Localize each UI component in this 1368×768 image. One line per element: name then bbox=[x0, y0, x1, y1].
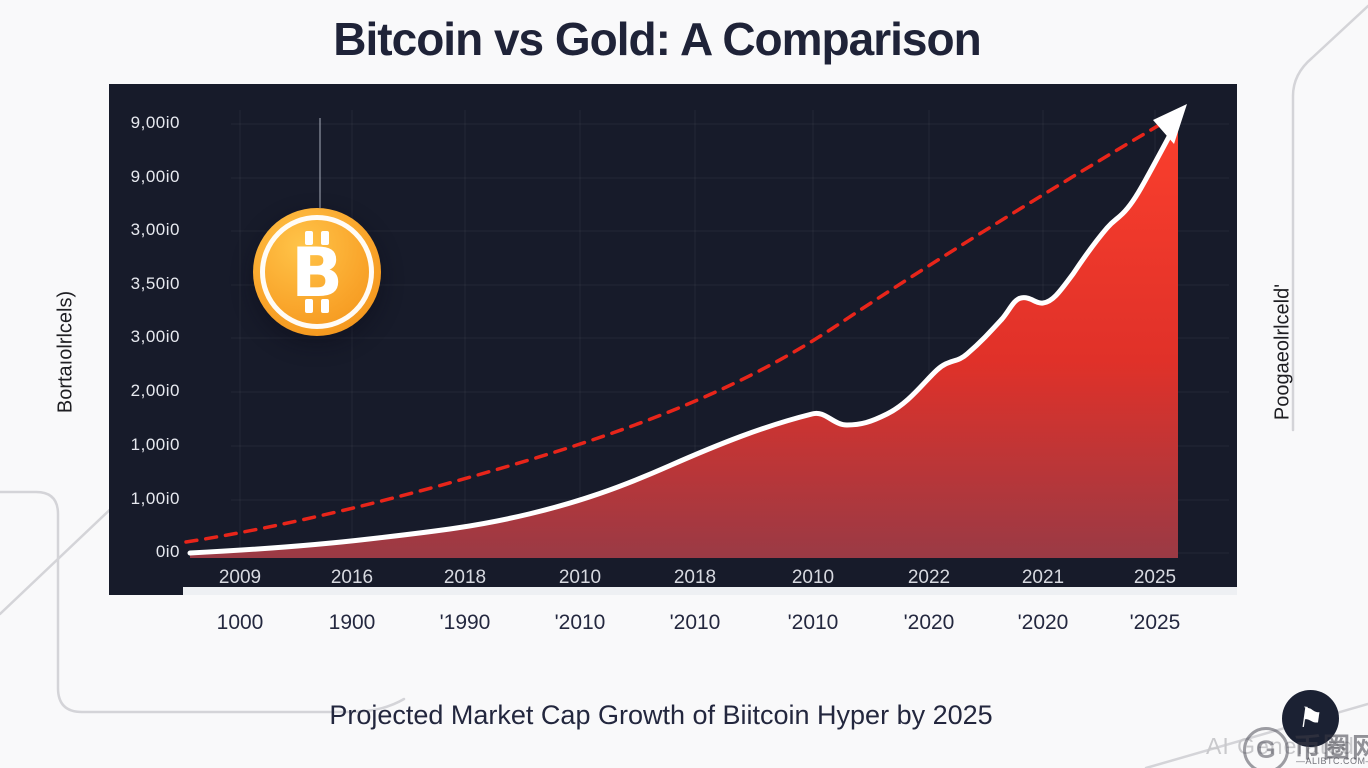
right-axis-title: Poogaeolrlceld' bbox=[1271, 283, 1294, 421]
circle-logo-icon: G bbox=[1243, 727, 1289, 768]
left-axis-title: Bortaıolrlcels) bbox=[54, 290, 77, 414]
market-cap-line bbox=[187, 117, 1181, 556]
x-tick-inner: 2025 bbox=[1133, 567, 1177, 588]
x-tick-outer: '2010 bbox=[554, 611, 606, 634]
x-tick-inner: 2016 bbox=[330, 567, 374, 588]
page-title: Bitcoin vs Gold: A Comparison bbox=[333, 13, 981, 65]
bitcoin-b-glyph: B bbox=[291, 234, 343, 313]
y-tick: 9,00i0 bbox=[130, 167, 180, 186]
x-tick-inner: 2021 bbox=[1021, 567, 1065, 588]
x-tick-outer: 1000 bbox=[216, 611, 264, 634]
x-tick-outer: '2010 bbox=[669, 611, 721, 634]
arrowhead-icon bbox=[1153, 104, 1187, 144]
x-tick-outer: '2010 bbox=[787, 611, 839, 634]
x-tick-outer: '2025 bbox=[1129, 611, 1181, 634]
projection-dashed-line bbox=[184, 122, 1163, 544]
y-tick: 3,50i0 bbox=[130, 274, 180, 293]
red-area-fill bbox=[190, 120, 1178, 558]
y-tick: 0i0 bbox=[155, 542, 180, 561]
chart-panel bbox=[109, 84, 1237, 595]
site-url-watermark: —ALIBTC.COM— bbox=[1296, 756, 1368, 766]
y-tick: 3,00i0 bbox=[130, 220, 180, 239]
y-tick: 1,00i0 bbox=[130, 435, 180, 454]
x-tick-outer: 1900 bbox=[328, 611, 376, 634]
x-tick-inner: 2018 bbox=[673, 567, 717, 588]
y-tick: 3,00i0 bbox=[130, 327, 180, 346]
x-tick-inner: 2018 bbox=[443, 567, 487, 588]
site-watermark-text: 币圈网 bbox=[1294, 733, 1368, 763]
x-tick-inner: 2009 bbox=[218, 567, 262, 588]
y-tick: 1,00i0 bbox=[130, 489, 180, 508]
x-tick-outer: '2020 bbox=[903, 611, 955, 634]
x-tick-inner: 2010 bbox=[558, 567, 602, 588]
chart-caption: Projected Market Cap Growth of Biitcoin … bbox=[329, 700, 993, 730]
x-axis-baseline bbox=[183, 587, 1237, 595]
x-tick-inner: 2022 bbox=[907, 567, 951, 588]
bitcoin-coin-icon: B bbox=[253, 208, 381, 336]
area-chart bbox=[183, 104, 1237, 595]
x-tick-outer: '2020 bbox=[1017, 611, 1069, 634]
x-tick-outer: '1990 bbox=[439, 611, 491, 634]
y-tick: 9,00i0 bbox=[130, 113, 180, 132]
x-tick-inner: 2010 bbox=[791, 567, 835, 588]
flag-logo-icon: ⚑ bbox=[1282, 690, 1339, 747]
y-tick: 2,00i0 bbox=[130, 381, 180, 400]
